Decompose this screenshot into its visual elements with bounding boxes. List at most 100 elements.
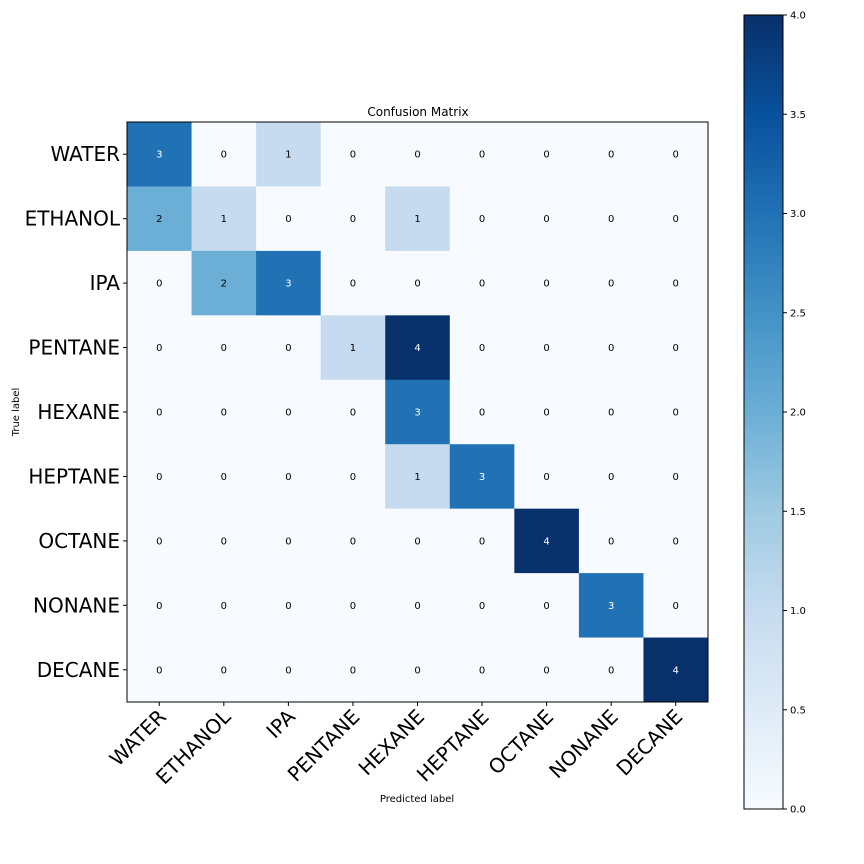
cell-value-label: 0 <box>479 279 485 290</box>
colorbar-tick-label: 0.0 <box>790 805 806 816</box>
heatmap-cell <box>256 444 322 510</box>
heatmap-cell <box>643 637 709 703</box>
cell-value-label: 1 <box>350 343 356 354</box>
heatmap-cell <box>449 573 515 639</box>
y-tick-label: HEXANE <box>37 400 120 424</box>
cell-value-label: 0 <box>156 343 162 354</box>
y-axis-ticks: WATER ETHANOL IPA PENTANE HEXANE HEPTANE OCTAN… <box>25 142 127 682</box>
heatmap-cell <box>127 444 193 510</box>
heatmap-cell <box>256 573 322 639</box>
heatmap-cell <box>320 508 386 574</box>
heatmap-cell <box>256 186 322 252</box>
cell-value-label: 0 <box>285 343 291 354</box>
cell-value-label: 0 <box>350 536 356 547</box>
heatmap-cell <box>449 508 515 574</box>
chart-title: Confusion Matrix <box>367 105 468 119</box>
colorbar-tick-label: 2.0 <box>790 408 806 419</box>
cell-value-label: 3 <box>414 408 420 419</box>
cell-value-label: 4 <box>673 665 679 676</box>
cell-value-label: 0 <box>221 150 227 161</box>
cell-value-label: 0 <box>285 214 291 225</box>
cell-value-label: 0 <box>156 279 162 290</box>
y-tick-label: OCTANE <box>38 529 120 553</box>
heatmap-cell <box>320 250 386 316</box>
cell-value-label: 0 <box>608 472 614 483</box>
heatmap-cell <box>320 122 386 187</box>
cell-value-label: 0 <box>543 214 549 225</box>
cell-value-label: 0 <box>673 343 679 354</box>
colorbar-tick-label: 1.5 <box>790 507 806 518</box>
heatmap-cell <box>320 573 386 639</box>
heatmap-cell <box>127 637 193 703</box>
cell-value-label: 0 <box>221 601 227 612</box>
heatmap-cell <box>578 122 644 187</box>
heatmap-cell <box>578 186 644 252</box>
heatmap-cell <box>256 508 322 574</box>
heatmap-cell <box>514 444 580 510</box>
heatmap-cell <box>385 315 451 381</box>
heatmap-cell <box>514 122 580 187</box>
heatmap-cell <box>514 379 580 445</box>
cell-value-label: 0 <box>543 665 549 676</box>
heatmap-cell <box>256 315 322 381</box>
heatmap-cell <box>514 508 580 574</box>
x-tick-label: IPA <box>261 704 300 743</box>
heatmap-cell <box>256 379 322 445</box>
cell-value-label: 1 <box>285 150 291 161</box>
cell-value-label: 0 <box>156 536 162 547</box>
cell-value-label: 1 <box>221 214 227 225</box>
cell-value-label: 0 <box>285 601 291 612</box>
y-tick-label: IPA <box>90 271 121 295</box>
heatmap-cell <box>191 573 257 639</box>
heatmap-cell <box>643 186 709 252</box>
y-tick-label: WATER <box>50 142 120 166</box>
colorbar <box>743 14 784 810</box>
cell-value-label: 0 <box>543 343 549 354</box>
heatmap-cell <box>578 508 644 574</box>
heatmap-cell <box>320 379 386 445</box>
colorbar-ticks: 0.0 0.5 1.0 1.5 2.0 2.5 3.0 3.5 4.0 <box>783 11 806 816</box>
cell-value-label: 0 <box>221 665 227 676</box>
cell-value-label: 0 <box>673 536 679 547</box>
y-tick-label: PENTANE <box>28 336 120 360</box>
cell-value-label: 0 <box>673 214 679 225</box>
cell-value-label: 0 <box>608 536 614 547</box>
cell-value-label: 3 <box>156 150 162 161</box>
heatmap-cell <box>578 250 644 316</box>
cell-value-label: 0 <box>350 408 356 419</box>
cell-value-label: 0 <box>543 279 549 290</box>
heatmap-cell <box>643 508 709 574</box>
heatmap-cell <box>127 379 193 445</box>
heatmap-cell <box>449 379 515 445</box>
colorbar-tick-label: 1.0 <box>790 606 806 617</box>
heatmap-cell <box>449 186 515 252</box>
heatmap-cell <box>643 444 709 510</box>
cell-value-label: 0 <box>350 279 356 290</box>
heatmap-cell <box>385 186 451 252</box>
heatmap-cell <box>449 250 515 316</box>
cell-value-label: 0 <box>543 601 549 612</box>
heatmap-cell <box>643 250 709 316</box>
cell-value-label: 0 <box>479 665 485 676</box>
heatmap-cell <box>320 444 386 510</box>
colorbar-tick-label: 4.0 <box>790 11 806 22</box>
cell-value-label: 0 <box>673 150 679 161</box>
x-axis-title: Predicted label <box>380 794 454 805</box>
heatmap-cell <box>127 508 193 574</box>
cell-value-label: 0 <box>673 408 679 419</box>
heatmap-cell <box>643 122 709 187</box>
cell-value-label: 0 <box>156 601 162 612</box>
cell-value-label: 0 <box>285 665 291 676</box>
cell-value-label: 2 <box>156 214 162 225</box>
heatmap-cell <box>127 186 193 252</box>
cell-value-label: 0 <box>221 343 227 354</box>
cell-value-label: 0 <box>285 472 291 483</box>
cell-value-label: 0 <box>350 601 356 612</box>
heatmap-cell <box>256 637 322 703</box>
cell-value-label: 0 <box>543 472 549 483</box>
heatmap-cell <box>191 186 257 252</box>
heatmap-cell <box>385 122 451 187</box>
heatmap-cell <box>320 186 386 252</box>
heatmap-cell <box>514 573 580 639</box>
